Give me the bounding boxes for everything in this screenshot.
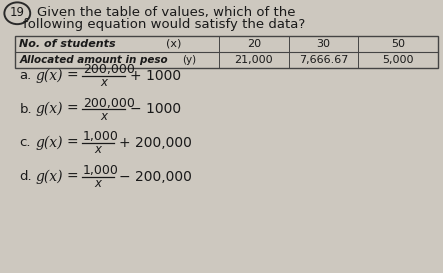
Text: + 1000: + 1000 [130, 69, 181, 83]
Text: g(x): g(x) [35, 69, 62, 83]
Text: 5,000: 5,000 [382, 55, 414, 65]
Text: x: x [94, 143, 101, 156]
Text: a.: a. [19, 69, 31, 82]
Text: 200,000: 200,000 [83, 97, 135, 110]
Text: 21,000: 21,000 [234, 55, 273, 65]
Text: d.: d. [19, 170, 32, 183]
Text: 1,000: 1,000 [83, 130, 119, 144]
Text: 50: 50 [391, 39, 405, 49]
Text: 19: 19 [10, 6, 25, 19]
Text: No. of students: No. of students [19, 39, 116, 49]
Text: x: x [100, 110, 107, 123]
Text: c.: c. [19, 136, 31, 149]
Text: x: x [100, 76, 107, 89]
Text: (y): (y) [182, 55, 196, 65]
Text: following equation would satisfy the data?: following equation would satisfy the dat… [23, 18, 306, 31]
Text: =: = [67, 102, 78, 116]
Text: − 200,000: − 200,000 [119, 170, 191, 183]
Text: b.: b. [19, 103, 32, 116]
Text: Given the table of values, which of the: Given the table of values, which of the [37, 6, 295, 19]
Bar [16, 36, 438, 68]
Text: − 1000: − 1000 [130, 102, 181, 116]
Text: g(x): g(x) [35, 169, 62, 184]
Text: Allocated amount in peso: Allocated amount in peso [19, 55, 168, 65]
Text: =: = [67, 136, 78, 150]
Text: + 200,000: + 200,000 [119, 136, 191, 150]
Text: 20: 20 [247, 39, 261, 49]
Text: 200,000: 200,000 [83, 63, 135, 76]
Text: 1,000: 1,000 [83, 164, 119, 177]
Text: g(x): g(x) [35, 136, 62, 150]
Text: x: x [94, 177, 101, 190]
Text: 30: 30 [316, 39, 330, 49]
Text: 7,666.67: 7,666.67 [299, 55, 348, 65]
Text: (x): (x) [167, 39, 182, 49]
Text: =: = [67, 69, 78, 83]
Text: g(x): g(x) [35, 102, 62, 117]
Text: =: = [67, 170, 78, 183]
